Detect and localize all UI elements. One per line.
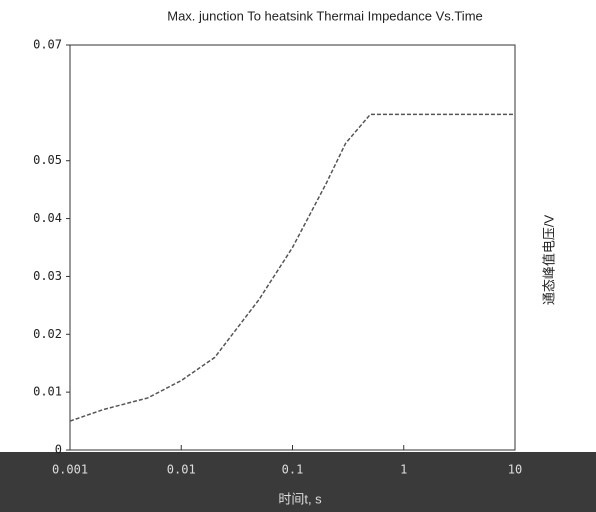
chart-title: Max. junction To heatsink Thermai Impeda… (167, 8, 483, 23)
y-tick-label: 0.02 (33, 327, 62, 341)
x-tick-label: 0.1 (282, 463, 304, 477)
x-tick-label: 0.001 (52, 463, 88, 477)
x-axis-label: 时间t, s (278, 491, 322, 506)
y-tick-label: 0.05 (33, 153, 62, 167)
line (69, 113, 515, 422)
x-tick-label: 0.01 (167, 463, 196, 477)
x-tick-label: 1 (400, 463, 407, 477)
axis-band (0, 452, 596, 512)
y-tick-label: 0 (55, 443, 62, 457)
y-tick-label: 0.03 (33, 269, 62, 283)
y-tick-label: 0.07 (33, 38, 62, 52)
x-tick-label: 10 (508, 463, 522, 477)
y-tick-label: 0.01 (33, 385, 62, 399)
y2-axis-label: 通态峰值电压/V (541, 215, 556, 306)
y-tick-label: 0.04 (33, 211, 62, 225)
